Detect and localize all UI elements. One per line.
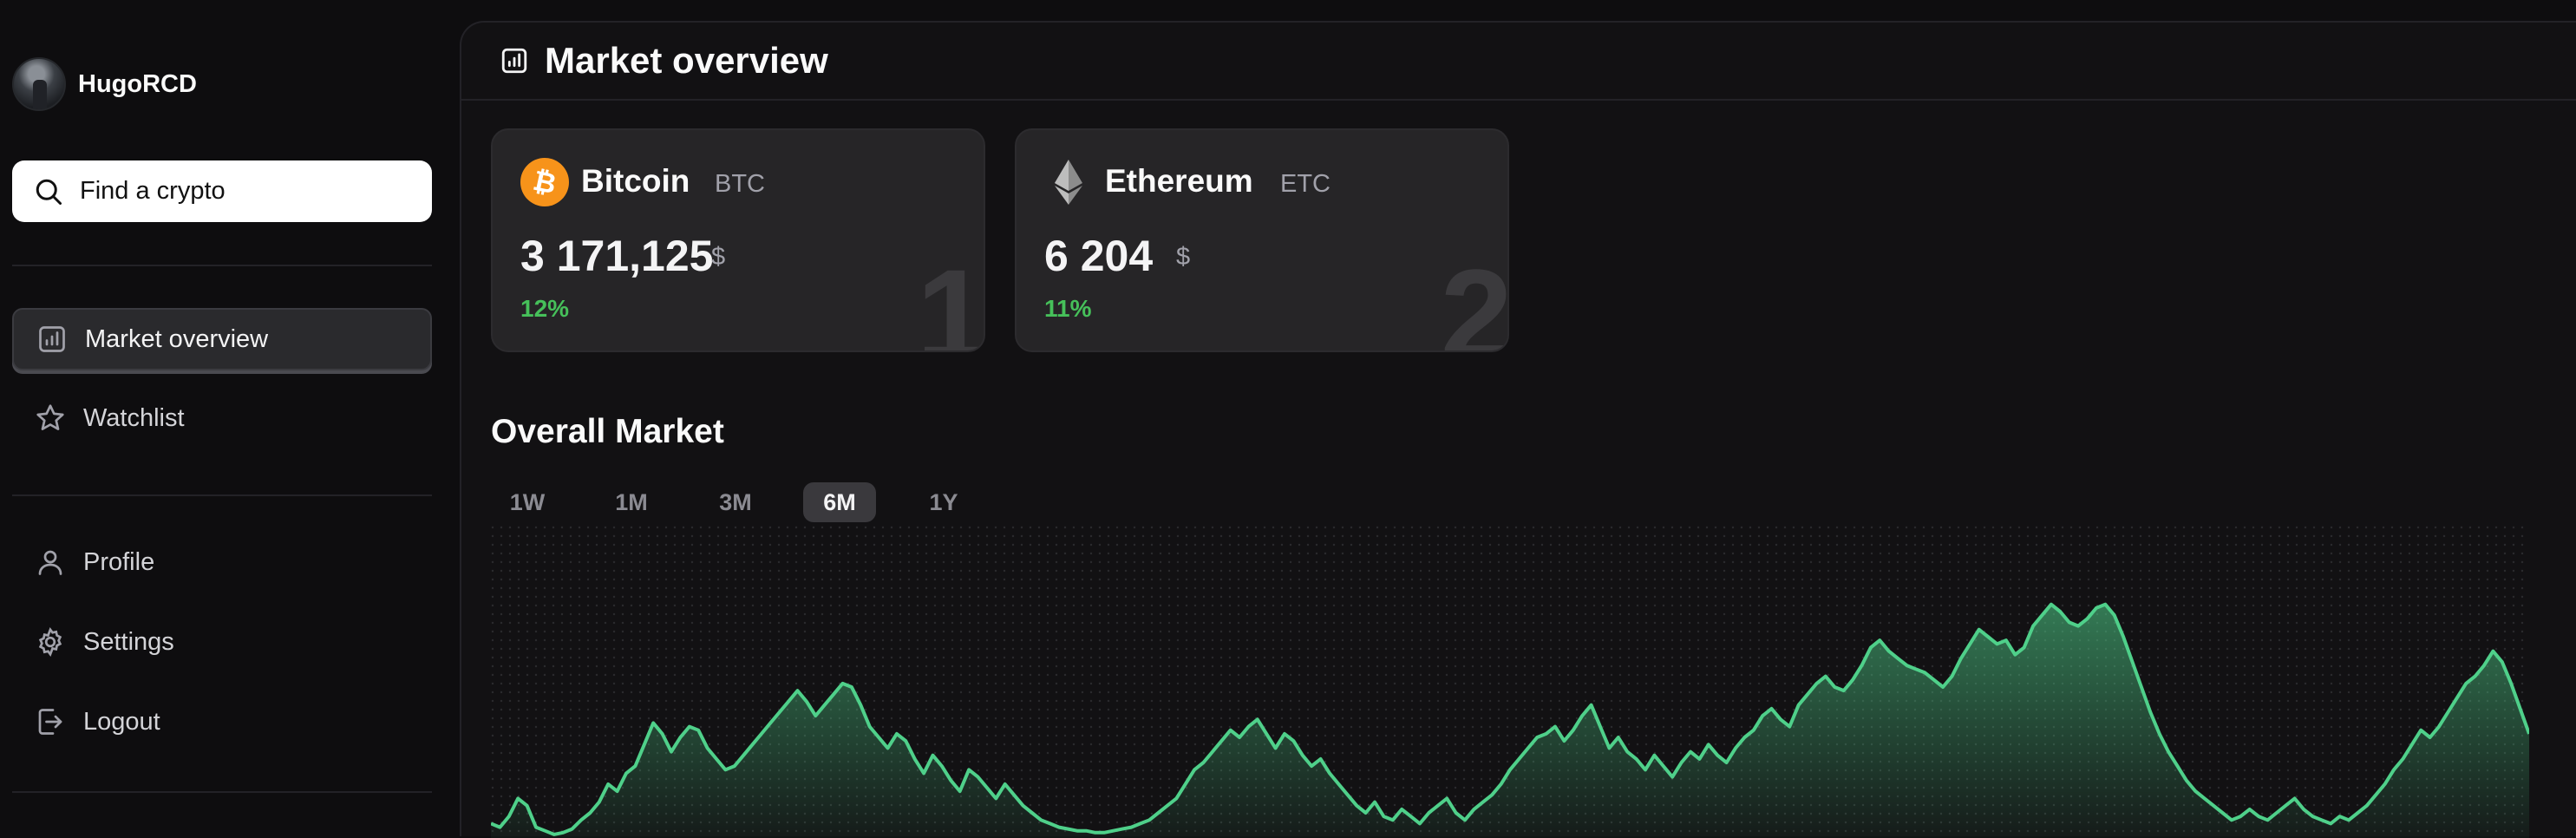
section-title: Overall Market <box>491 413 724 450</box>
main-panel: Market overview ₿ Bitcoin BTC 3 171,125 … <box>460 21 2576 838</box>
chart-area <box>491 604 2529 838</box>
user-icon <box>38 550 62 575</box>
gear-icon <box>38 626 62 658</box>
star-icon <box>36 404 64 430</box>
chart-icon <box>39 326 65 352</box>
nav-item-settings[interactable]: Settings <box>12 611 432 673</box>
divider <box>12 494 432 496</box>
bitcoin-icon: ₿ <box>520 158 569 206</box>
coin-change: 11% <box>1044 295 1092 322</box>
sidebar: HugoRCD Market overview Watchlist Profil… <box>0 0 460 812</box>
chart-line <box>491 602 2529 836</box>
nav-label: Market overview <box>85 324 269 353</box>
time-range-selector: 1W 1M 3M 6M 1Y <box>491 482 1011 522</box>
coin-change: 12% <box>520 295 570 322</box>
coin-rank: 1 <box>916 242 985 352</box>
logout-icon <box>38 709 62 735</box>
user-profile[interactable]: HugoRCD <box>12 57 197 111</box>
search-input[interactable] <box>80 177 409 206</box>
market-chart <box>491 526 2529 838</box>
range-1y[interactable]: 1Y <box>929 488 958 515</box>
range-3m[interactable]: 3M <box>719 488 752 515</box>
nav-item-profile[interactable]: Profile <box>12 531 432 593</box>
nav-label: Logout <box>83 707 160 736</box>
crypto-card-ethereum[interactable]: Ethereum ETC 6 204 $ 11% 2 <box>1015 128 1509 352</box>
coin-ticker: BTC <box>715 170 765 198</box>
nav-item-market-overview[interactable]: Market overview <box>12 308 432 370</box>
avatar[interactable] <box>12 57 66 111</box>
nav-label: Profile <box>83 547 155 576</box>
page-header: Market overview <box>461 23 2576 101</box>
nav-item-watchlist[interactable]: Watchlist <box>12 387 432 449</box>
search-box[interactable] <box>12 160 432 222</box>
range-1m[interactable]: 1M <box>615 488 648 515</box>
coin-price: 6 204 <box>1044 232 1154 280</box>
username: HugoRCD <box>78 69 197 98</box>
page-title: Market overview <box>545 40 828 81</box>
range-6m[interactable]: 6M <box>803 482 876 522</box>
range-1w[interactable]: 1W <box>509 488 546 515</box>
search-icon <box>36 179 62 205</box>
coin-price: 3 171,125 <box>520 232 714 280</box>
coin-name: Bitcoin <box>581 163 690 199</box>
coin-currency: $ <box>711 243 726 271</box>
coin-ticker: ETC <box>1280 170 1330 198</box>
nav-item-logout[interactable]: Logout <box>12 691 432 753</box>
nav-label: Watchlist <box>83 403 185 432</box>
coin-rank: 2 <box>1440 242 1509 352</box>
ethereum-icon <box>1055 160 1082 205</box>
coin-currency: $ <box>1176 243 1191 271</box>
coin-name: Ethereum <box>1105 163 1253 199</box>
divider <box>12 791 432 793</box>
crypto-card-bitcoin[interactable]: ₿ Bitcoin BTC 3 171,125 $ 12% 1 <box>491 128 985 352</box>
chart-icon <box>501 48 527 74</box>
divider <box>12 265 432 266</box>
nav-label: Settings <box>83 627 174 656</box>
